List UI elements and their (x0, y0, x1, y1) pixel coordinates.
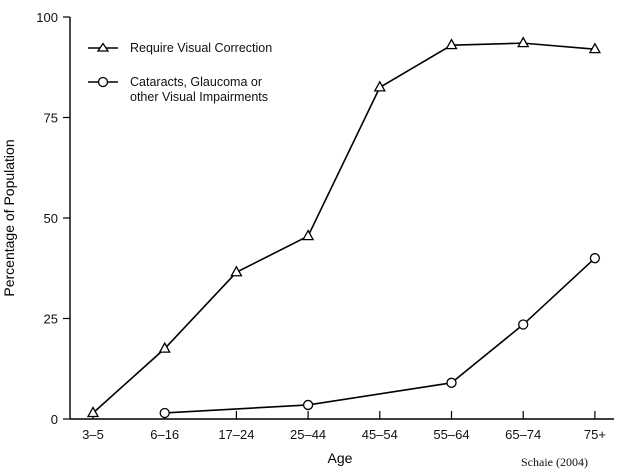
x-tick-label: 65–74 (505, 427, 541, 442)
source-credit: Schaie (2004) (521, 455, 588, 469)
legend: Require Visual Correction Cataracts, Gla… (88, 41, 272, 104)
legend-label-line-2: other Visual Impairments (130, 90, 268, 104)
series-layer (86, 36, 602, 419)
y-tick-label: 75 (44, 111, 58, 126)
y-tick-label: 25 (44, 312, 58, 327)
legend-label-line-1: Cataracts, Glaucoma or (130, 75, 262, 89)
circle-point (446, 377, 457, 388)
triangle-point (373, 80, 386, 92)
x-tick-label: 6–16 (150, 427, 179, 442)
x-tick-label: 75+ (584, 427, 606, 442)
series-line-visual-correction (92, 42, 595, 414)
x-tick-label: 3–5 (82, 427, 104, 442)
y-tick-label: 50 (44, 211, 58, 226)
circle-point (518, 319, 529, 330)
circle-point (159, 407, 170, 419)
circle-marker-icon (97, 76, 109, 88)
y-axis-ticks: 0 25 50 75 100 (36, 10, 70, 427)
circle-point (589, 253, 601, 264)
triangle-point (301, 229, 315, 241)
triangle-point (230, 265, 243, 277)
legend-label-visual-correction: Require Visual Correction (130, 41, 272, 55)
legend-label-visual-impairments: Cataracts, Glaucoma or other Visual Impa… (130, 75, 268, 104)
legend-entry-visual-correction: Require Visual Correction (88, 41, 272, 55)
triangle-point (86, 406, 100, 418)
triangle-marker-icon (96, 42, 110, 52)
legend-entry-visual-impairments: Cataracts, Glaucoma or other Visual Impa… (88, 75, 268, 104)
circle-point (302, 399, 314, 411)
x-axis-title: Age (328, 450, 353, 466)
series-line-visual-impairments (164, 257, 596, 414)
triangle-point (445, 38, 458, 50)
triangle-point (517, 36, 530, 48)
x-tick-label: 25–44 (290, 427, 326, 442)
triangle-point (588, 42, 602, 54)
y-tick-label: 100 (36, 10, 58, 25)
y-tick-label: 0 (51, 412, 58, 427)
triangle-point (158, 341, 171, 353)
x-tick-label: 55–64 (433, 427, 469, 442)
x-tick-label: 17–24 (218, 427, 254, 442)
x-tick-label: 45–54 (362, 427, 398, 442)
y-axis-title: Percentage of Population (1, 139, 17, 296)
x-axis-ticks: 3–5 6–16 17–24 25–44 45–54 55–64 65–74 75+ (82, 411, 606, 442)
